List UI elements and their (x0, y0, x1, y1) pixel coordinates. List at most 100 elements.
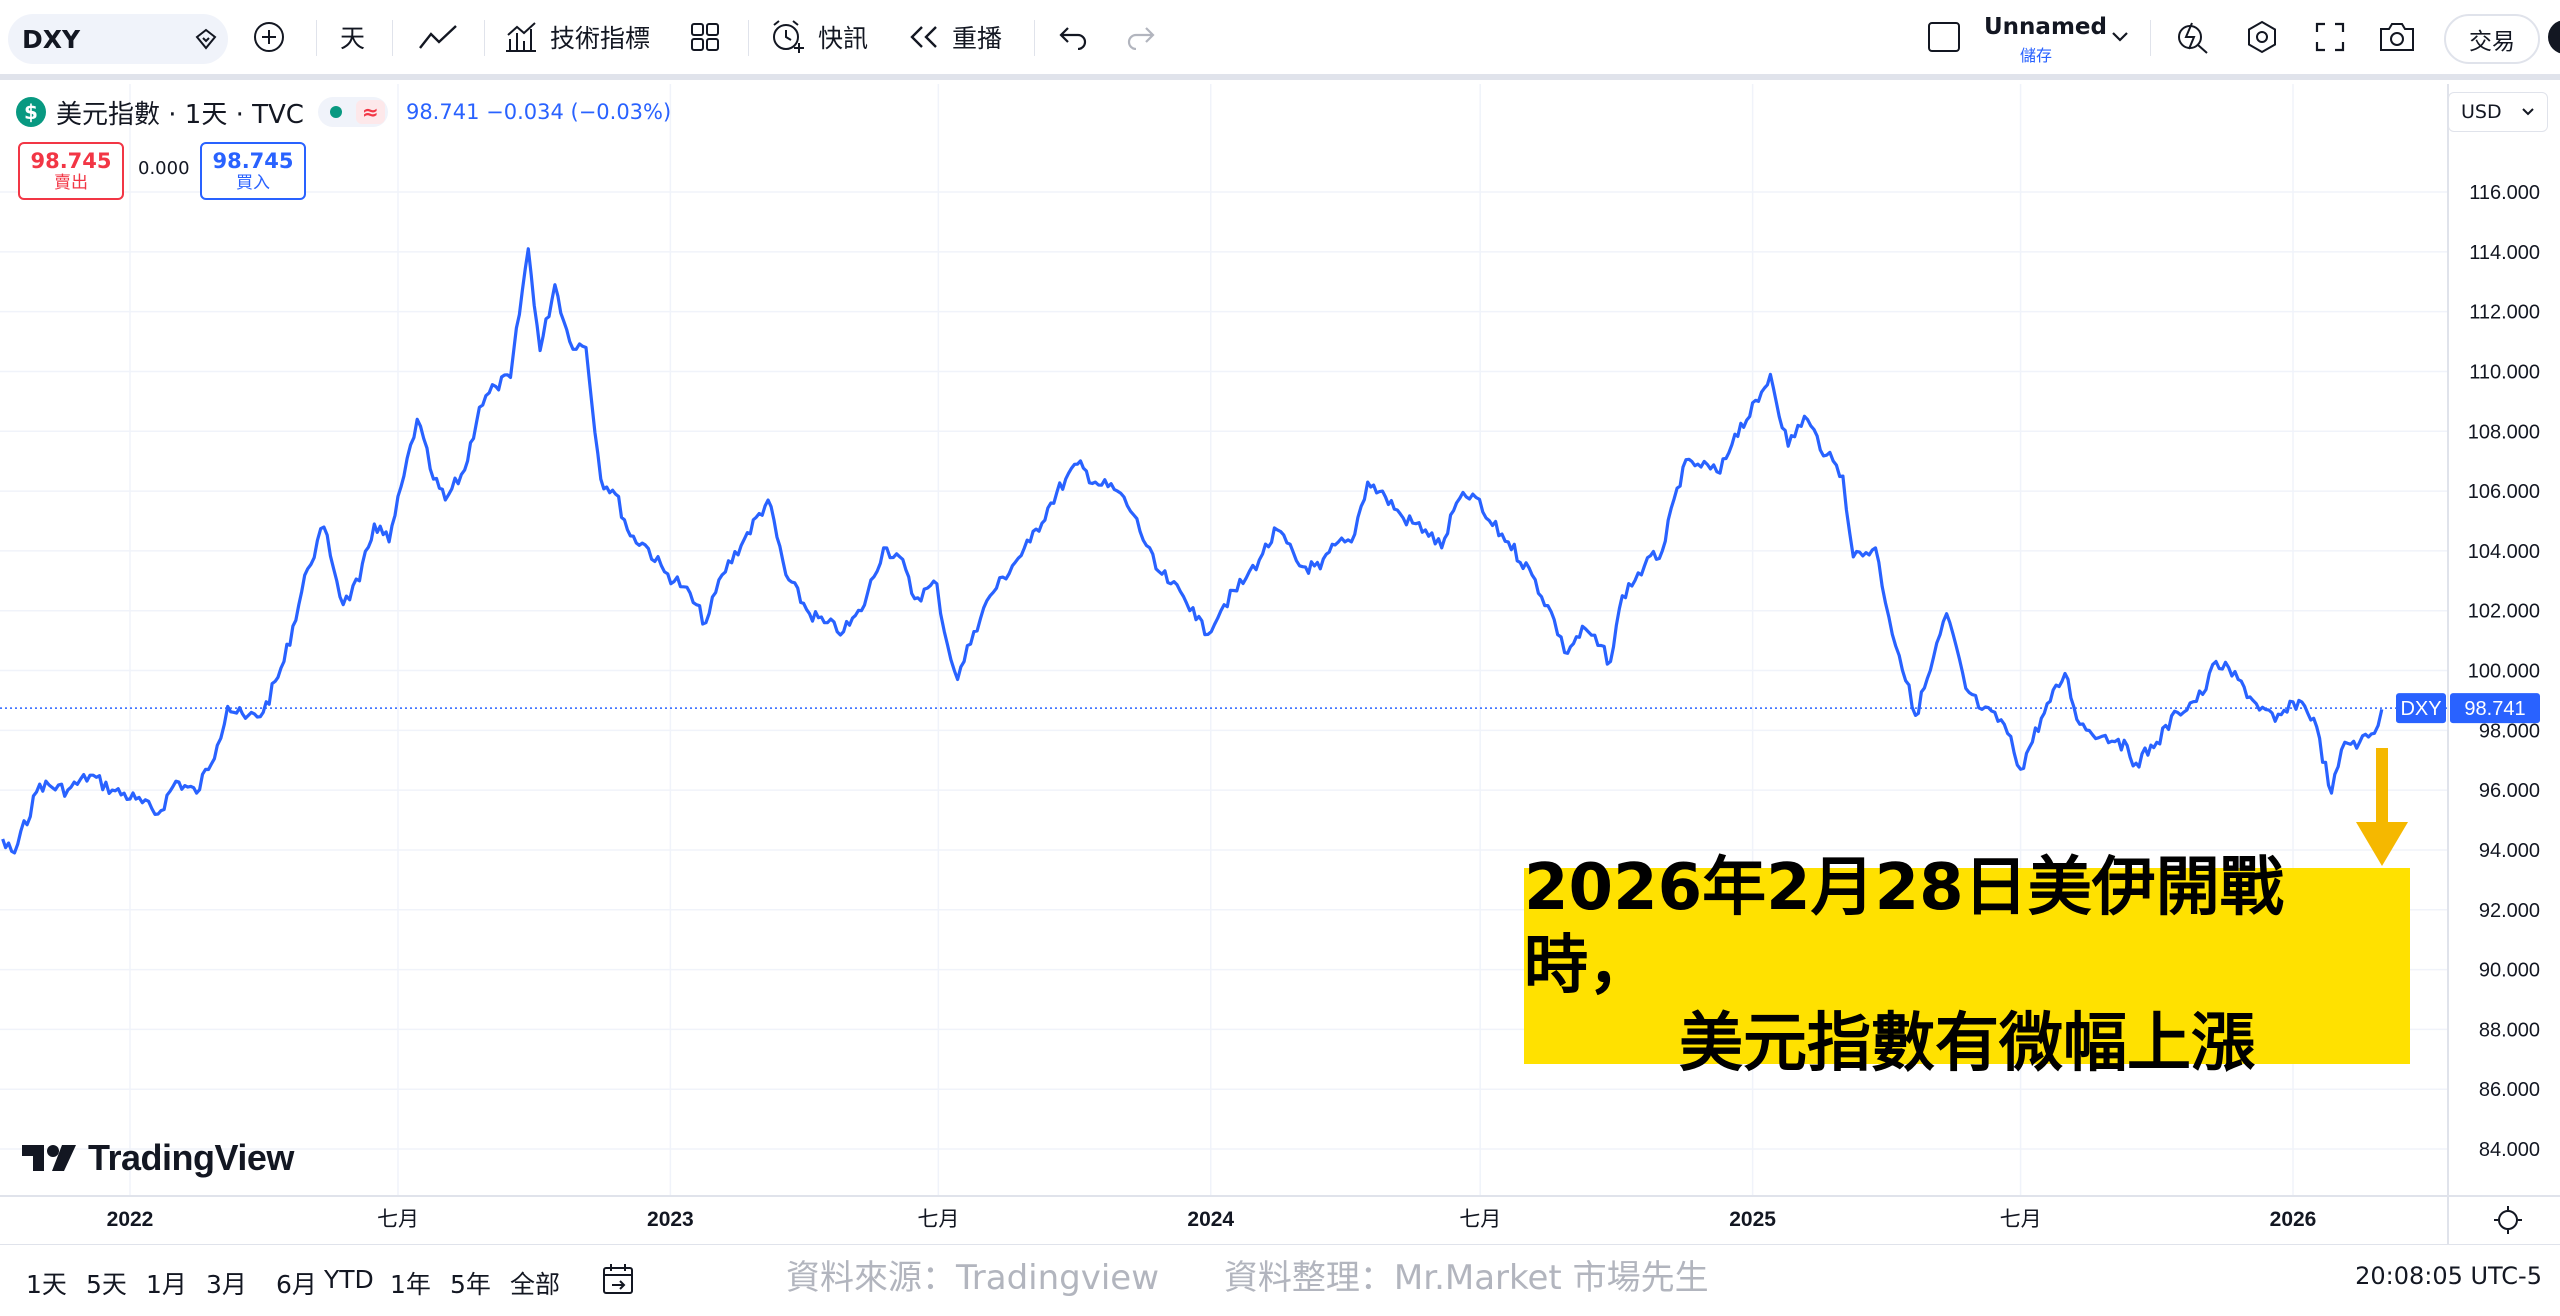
time-tick-label: 2026 (2270, 1208, 2317, 1231)
symbol-logo-icon: $ (16, 97, 46, 127)
goto-date-icon[interactable] (600, 1261, 636, 1297)
tradingview-logo[interactable]: TradingView (22, 1136, 294, 1180)
line-chart-icon[interactable] (418, 0, 458, 74)
down-arrow-icon (2356, 748, 2408, 866)
range-button-2[interactable]: 1月 (146, 1270, 187, 1299)
price-tick-label: 84.000 (2479, 1139, 2540, 1161)
price-tick-label: 114.000 (2469, 242, 2540, 264)
templates-icon[interactable] (690, 0, 720, 74)
tradingview-wordmark: TradingView (88, 1137, 294, 1178)
buy-button[interactable]: 98.745 買入 (200, 142, 306, 200)
symbol-text: DXY (22, 24, 81, 54)
settings-icon[interactable] (2244, 0, 2280, 74)
time-tick-label: 七月 (917, 1208, 959, 1231)
price-tick-label: 106.000 (2468, 481, 2540, 503)
time-tick-label: 七月 (2000, 1208, 2042, 1231)
range-button-3[interactable]: 3月 (206, 1270, 247, 1299)
sell-label: 賣出 (54, 173, 88, 193)
range-button-4[interactable]: 6月 (276, 1270, 317, 1299)
undo-icon[interactable] (1058, 0, 1088, 74)
redo-icon[interactable] (1126, 0, 1156, 74)
chart-grid (0, 84, 2448, 1196)
range-button-8[interactable]: 全部 (510, 1270, 561, 1299)
clock[interactable]: 20:08:05 UTC-5 (2355, 1262, 2542, 1290)
price-axis[interactable]: 84.000 86.000 88.000 90.000 92.000 94.000 96.0… (2468, 182, 2540, 1161)
top-toolbar: DXY 天 技術指標 快訊 重播 (0, 0, 2560, 80)
price-tick-label: 102.000 (2468, 601, 2540, 623)
indicators-button[interactable]: 技術指標 (504, 0, 650, 74)
currency-label: USD (2461, 101, 2502, 123)
chevron-down-icon[interactable] (2110, 0, 2130, 74)
time-tick-label: 2024 (1187, 1208, 1234, 1231)
sell-price: 98.745 (30, 149, 112, 173)
alert-button[interactable]: 快訊 (770, 0, 868, 74)
trade-button[interactable]: 交易 (2444, 14, 2540, 64)
buy-label: 買入 (236, 173, 270, 193)
toolbar-separator (316, 20, 317, 56)
last-price-symbol-bg (2396, 693, 2446, 724)
sell-button[interactable]: 98.745 賣出 (18, 142, 124, 200)
price-tick-label: 96.000 (2479, 780, 2540, 802)
last-price-value-bg (2450, 693, 2540, 724)
indicators-icon (504, 21, 538, 53)
symbol-search-icon (194, 27, 218, 51)
delayed-data-icon: ≈ (355, 100, 385, 124)
last-price-tag: DXY 98.741 (2396, 693, 2540, 724)
range-button-1[interactable]: 5天 (86, 1270, 127, 1299)
source-note: 資料來源：Tradingview 資料整理：Mr.Market 市場先生 (786, 1258, 1709, 1298)
alert-label: 快訊 (818, 24, 869, 53)
layout-name[interactable]: Unnamed (1984, 14, 2107, 40)
annotation-line-1: 2026年2月28日美伊開戰時， (1524, 851, 2284, 1003)
dxy-price-line (1, 247, 2384, 855)
tradingview-logo-icon (22, 1143, 78, 1173)
quick-search-icon[interactable] (2174, 0, 2210, 74)
time-axis-settings-icon[interactable] (2494, 1206, 2522, 1234)
price-tick-label: 90.000 (2479, 960, 2540, 982)
last-price-value: 98.741 (2464, 698, 2525, 720)
legend-title[interactable]: 美元指數 · 1天 · TVC (56, 99, 304, 130)
replay-label: 重播 (952, 24, 1003, 53)
market-status[interactable]: ≈ (317, 97, 388, 127)
layout-icon[interactable] (1926, 0, 1962, 74)
price-tick-label: 110.000 (2469, 361, 2540, 383)
chart-legend: $ 美元指數 · 1天 · TVC ≈ 98.741 −0.034 (−0.03… (16, 92, 671, 132)
camera-icon[interactable] (2378, 0, 2416, 74)
fullscreen-icon[interactable] (2314, 0, 2346, 74)
price-tick-label: 104.000 (2468, 541, 2540, 563)
price-tick-label: 108.000 (2468, 421, 2540, 443)
replay-icon (908, 24, 940, 50)
range-button-5[interactable]: YTD (324, 1265, 374, 1294)
symbol-search[interactable]: DXY (8, 14, 228, 64)
time-tick-label: 2022 (107, 1208, 154, 1231)
alert-icon (770, 19, 806, 55)
price-tick-label: 98.000 (2479, 720, 2540, 742)
price-tick-label: 112.000 (2469, 302, 2540, 324)
time-axis[interactable]: 2022 七月 2023 七月 2024 七月 2025 七月 2026 (107, 1208, 2317, 1231)
time-tick-label: 七月 (1459, 1208, 1501, 1231)
last-price-symbol: DXY (2400, 698, 2441, 720)
legend-values: 98.741 −0.034 (−0.03%) (405, 100, 672, 124)
price-tick-label: 86.000 (2479, 1079, 2540, 1101)
layout-save-label[interactable]: 儲存 (2020, 46, 2053, 65)
range-button-6[interactable]: 1年 (390, 1270, 431, 1299)
annotation-line-2: 美元指數有微幅上漲 (1679, 1007, 2255, 1081)
buy-price: 98.745 (212, 149, 294, 173)
annotation-callout: 2026年2月28日美伊開戰時， 美元指數有微幅上漲 (1524, 851, 2410, 1081)
range-button-7[interactable]: 5年 (450, 1270, 491, 1299)
price-tick-label: 94.000 (2479, 840, 2540, 862)
chevron-down-icon (2521, 107, 2535, 117)
price-tick-label: 88.000 (2479, 1019, 2540, 1041)
add-symbol-icon[interactable] (252, 0, 286, 74)
currency-selector[interactable]: USD (2448, 92, 2548, 132)
interval-button[interactable]: 天 (340, 24, 366, 53)
avatar[interactable] (2548, 20, 2560, 54)
time-tick-label: 2025 (1729, 1208, 1776, 1231)
replay-button[interactable]: 重播 (908, 0, 1002, 74)
range-button-0[interactable]: 1天 (26, 1270, 67, 1299)
price-tick-label: 100.000 (2468, 661, 2540, 683)
time-tick-label: 2023 (647, 1208, 694, 1231)
toolbar-separator (1034, 20, 1035, 56)
spread-value: 0.000 (138, 158, 190, 179)
market-open-icon (329, 106, 342, 118)
